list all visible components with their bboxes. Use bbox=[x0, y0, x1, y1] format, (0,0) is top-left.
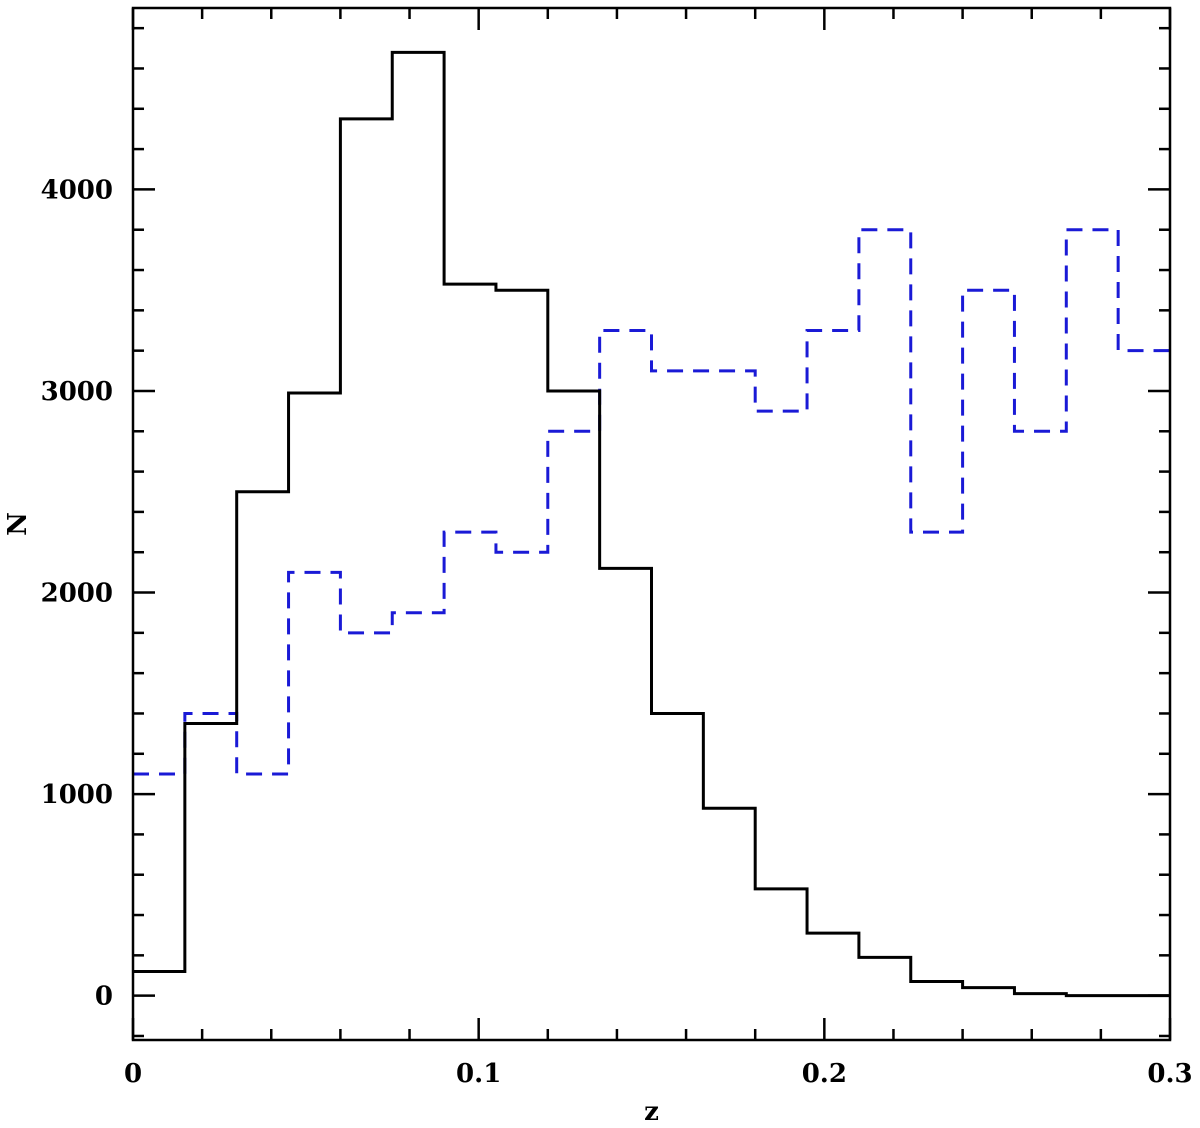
x-tick-label: 0.3 bbox=[1147, 1059, 1192, 1089]
y-tick-label: 2000 bbox=[41, 579, 113, 609]
y-tick-label: 1000 bbox=[41, 780, 113, 810]
y-tick-label: 3000 bbox=[41, 377, 113, 407]
y-tick-label: 4000 bbox=[41, 175, 113, 205]
solid-histogram-series bbox=[133, 50, 1170, 998]
x-axis-title: z bbox=[644, 1097, 659, 1127]
series-layer bbox=[133, 50, 1170, 998]
plot-frame bbox=[131, 6, 1172, 1042]
y-tick-label: 0 bbox=[95, 982, 113, 1012]
x-tick-label: 0 bbox=[124, 1059, 142, 1089]
x-tick-label: 0.1 bbox=[456, 1059, 501, 1089]
axis-ticks bbox=[131, 8, 1172, 1040]
dashed-histogram-series bbox=[133, 228, 1170, 776]
x-tick-label: 0.2 bbox=[802, 1059, 847, 1089]
y-axis-title: N bbox=[3, 512, 33, 536]
tick-labels: 0 0.1 0.2 0.3 0 1000 2000 3000 4000 bbox=[41, 175, 1193, 1089]
